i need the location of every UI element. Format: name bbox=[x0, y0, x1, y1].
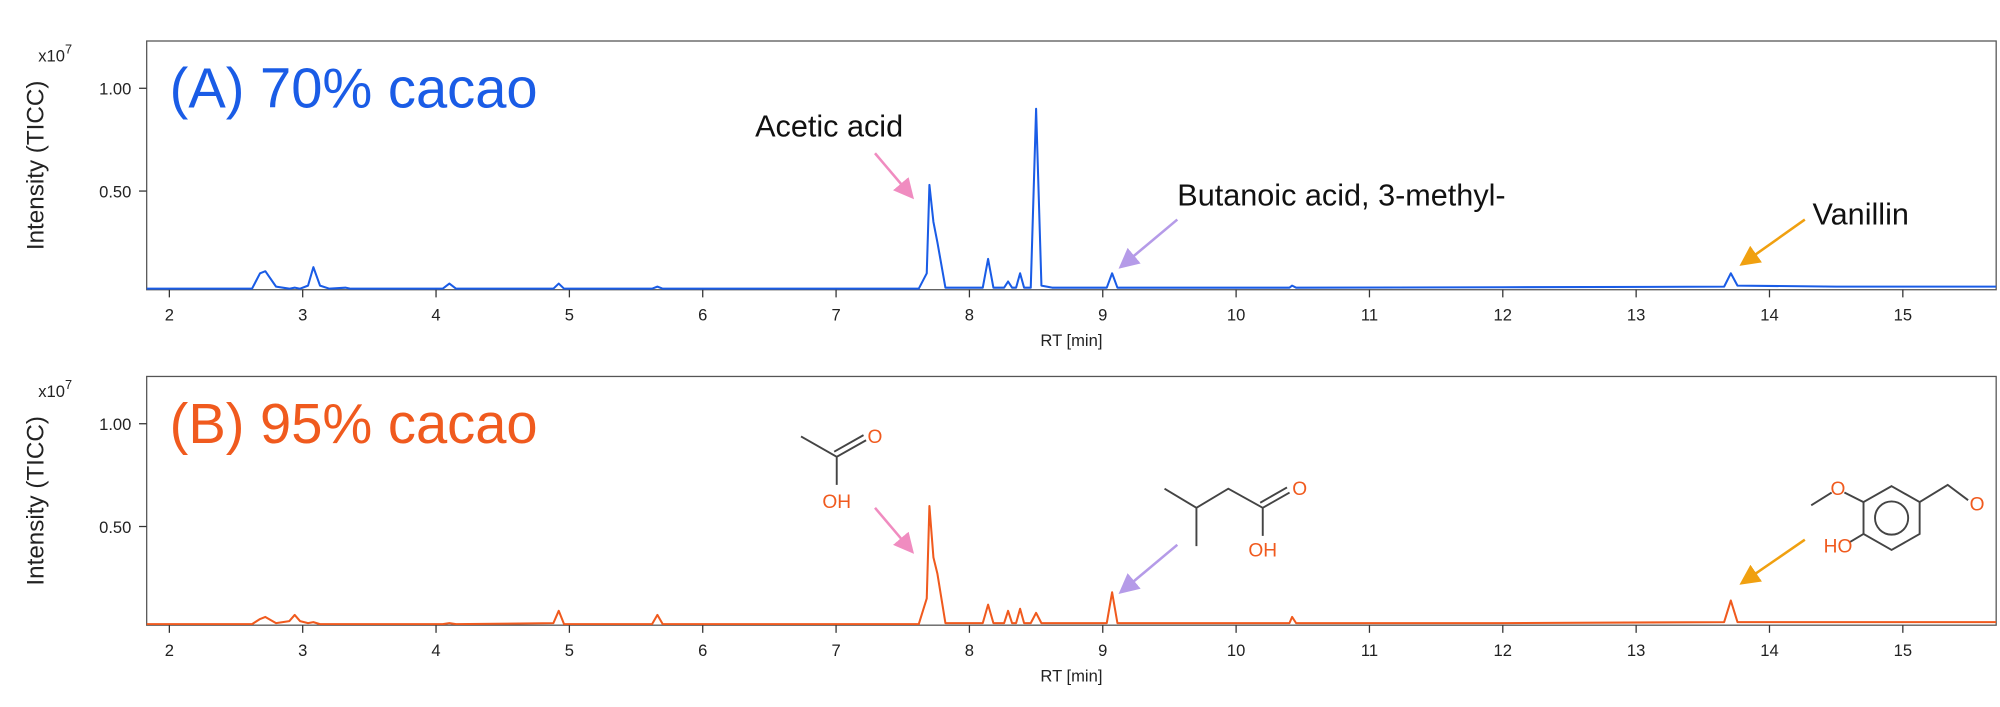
annotation: Butanoic acid, 3-methyl- bbox=[1177, 179, 1505, 213]
atom-label: OH bbox=[1248, 540, 1277, 561]
atom-label: O bbox=[1292, 479, 1307, 500]
y-axis-label: Intensity (TICC) bbox=[22, 81, 49, 251]
panel-title: (A) 70% cacao bbox=[170, 56, 538, 119]
bond bbox=[800, 434, 867, 485]
arrow bbox=[874, 152, 915, 200]
x-tick-label: 12 bbox=[1494, 305, 1512, 324]
x-tick-label: 4 bbox=[431, 641, 440, 660]
trace bbox=[146, 504, 1997, 626]
annotation: Acetic acid bbox=[755, 110, 903, 144]
y-multiplier-base: x10 bbox=[38, 382, 65, 401]
x-tick-label: 6 bbox=[698, 641, 707, 660]
plot-frame bbox=[146, 40, 1997, 291]
x-tick-label: 7 bbox=[831, 641, 840, 660]
x-tick-label: 15 bbox=[1894, 305, 1912, 324]
x-tick-label: 3 bbox=[298, 305, 307, 324]
x-tick-label: 8 bbox=[965, 641, 974, 660]
panel-title: (B) 95% cacao bbox=[170, 392, 538, 455]
arrow bbox=[1739, 538, 1806, 585]
y-multiplier-exponent: 7 bbox=[65, 42, 72, 57]
x-tick-label: 3 bbox=[298, 641, 307, 660]
arrow bbox=[874, 507, 915, 554]
atom-label: HO bbox=[1824, 536, 1853, 557]
ring-inner bbox=[1874, 500, 1910, 536]
x-tick-label: 10 bbox=[1227, 641, 1245, 660]
bond bbox=[1164, 486, 1291, 547]
x-tick-label: 12 bbox=[1494, 641, 1512, 660]
x-tick-label: 11 bbox=[1361, 305, 1378, 324]
y-multiplier: x107 bbox=[38, 377, 72, 401]
x-tick-label: 13 bbox=[1627, 305, 1645, 324]
x-tick-label: 7 bbox=[831, 305, 840, 324]
x-tick-label: 14 bbox=[1760, 305, 1778, 324]
y-tick-label: 0.50 bbox=[99, 182, 131, 201]
atom-label: OH bbox=[822, 492, 851, 513]
arrows bbox=[874, 152, 1806, 595]
x-tick-label: 5 bbox=[565, 305, 574, 324]
arrow bbox=[1739, 218, 1806, 266]
arrow bbox=[1118, 543, 1179, 595]
x-tick-label: 14 bbox=[1760, 641, 1778, 660]
y-tick-label: 1.00 bbox=[99, 415, 131, 434]
ring bbox=[1862, 485, 1921, 552]
x-axis-label: RT [min] bbox=[1040, 331, 1102, 350]
x-tick-label: 2 bbox=[165, 305, 174, 324]
x-tick-label: 10 bbox=[1227, 305, 1245, 324]
y-multiplier-exponent: 7 bbox=[65, 377, 72, 392]
x-tick-label: 2 bbox=[165, 641, 174, 660]
y-multiplier: x107 bbox=[38, 42, 72, 66]
atom-label: O bbox=[1831, 479, 1846, 500]
x-axis-label: RT [min] bbox=[1040, 666, 1102, 685]
x-tick-label: 8 bbox=[965, 305, 974, 324]
y-multiplier-base: x10 bbox=[38, 46, 65, 65]
y-tick-label: 1.00 bbox=[99, 80, 131, 99]
x-tick-label: 9 bbox=[1098, 641, 1107, 660]
structures: O OH O OH O HO O bbox=[800, 427, 1985, 561]
atom-label: O bbox=[868, 427, 883, 448]
y-tick-label: 0.50 bbox=[99, 518, 131, 537]
trace bbox=[146, 107, 1997, 290]
x-tick-label: 4 bbox=[431, 305, 440, 324]
x-tick-label: 5 bbox=[565, 641, 574, 660]
annotation: Vanillin bbox=[1813, 198, 1909, 232]
plot-frame bbox=[146, 375, 1997, 626]
x-tick-label: 6 bbox=[698, 305, 707, 324]
atom-label: O bbox=[1970, 494, 1985, 515]
x-tick-label: 11 bbox=[1361, 641, 1378, 660]
x-tick-label: 13 bbox=[1627, 641, 1645, 660]
y-axis-label: Intensity (TICC) bbox=[22, 416, 49, 586]
arrow bbox=[1118, 218, 1179, 269]
x-tick-label: 15 bbox=[1894, 641, 1912, 660]
bond bbox=[1810, 483, 1969, 544]
x-tick-label: 9 bbox=[1098, 305, 1107, 324]
